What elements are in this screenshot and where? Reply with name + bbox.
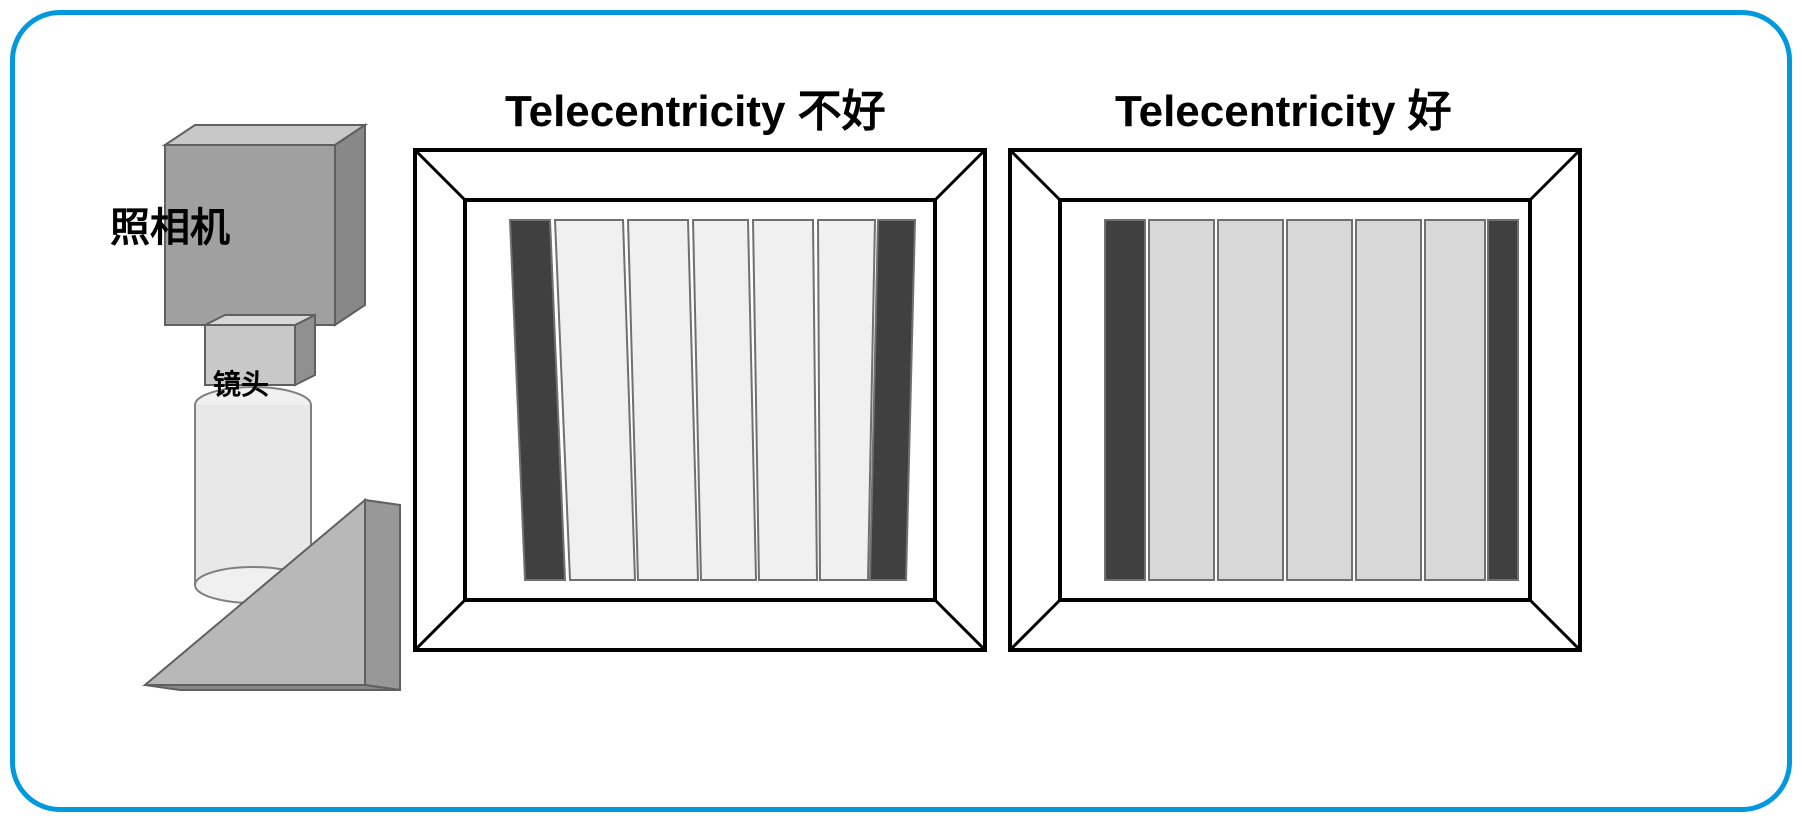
panel-bad: [410, 145, 990, 660]
camera-label: 照相机: [110, 195, 230, 253]
lens-label: 镜头: [213, 363, 269, 403]
camera-assembly: 照相机 镜头: [105, 105, 385, 725]
panel-good: [1005, 145, 1585, 660]
panel-bad-title: Telecentricity 不好: [505, 75, 886, 139]
diagram-frame: 照相机 镜头 Telecentricity 不好 Telecentricity …: [10, 10, 1792, 812]
panel-bad-svg: [410, 145, 990, 655]
panel-good-svg: [1005, 145, 1585, 655]
panel-good-title: Telecentricity 好: [1115, 75, 1452, 139]
diagram-content: 照相机 镜头 Telecentricity 不好 Telecentricity …: [15, 15, 1787, 807]
